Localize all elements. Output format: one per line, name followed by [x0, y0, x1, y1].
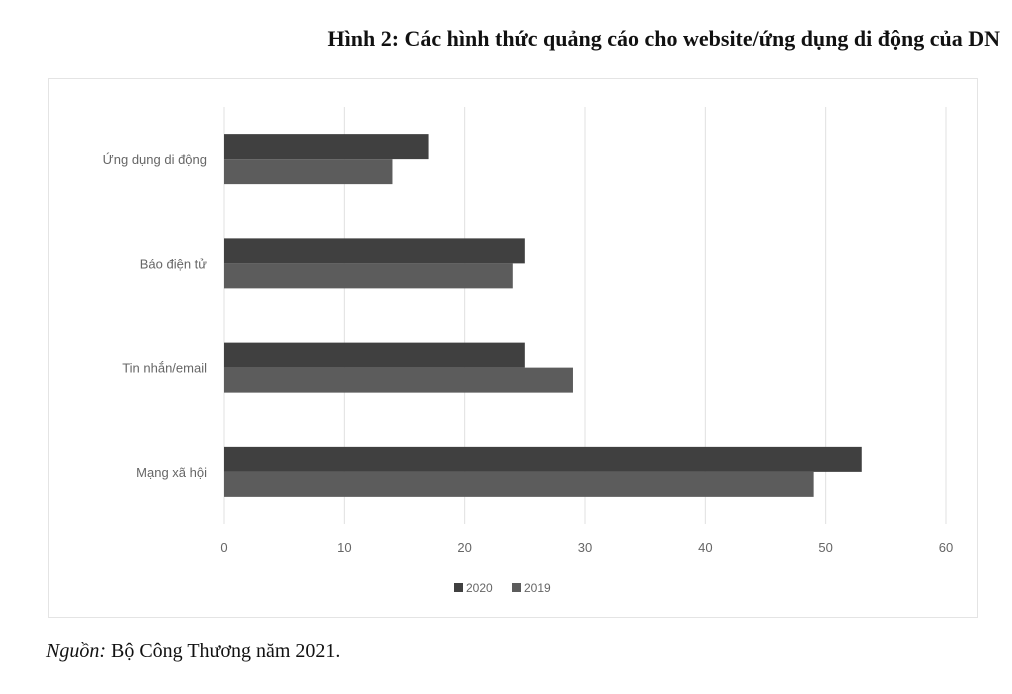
x-tick-label: 50: [818, 540, 832, 555]
source-note: Nguồn: Bộ Công Thương năm 2021.: [46, 640, 340, 663]
x-tick-label: 0: [220, 540, 227, 555]
legend-label-2020: 2020: [466, 581, 493, 595]
bar-chart: 0 10 20 30 40 50 60 Ứng dụng di động Báo điện tử…: [103, 107, 953, 595]
category-label: Tin nhắn/email: [122, 361, 207, 376]
x-tick-label: 30: [578, 540, 592, 555]
chart-panel: 0 10 20 30 40 50 60 Ứng dụng di động Báo điện tử…: [48, 78, 978, 618]
bar-2019-3: [224, 471, 814, 497]
source-text: Bộ Công Thương năm 2021.: [106, 640, 341, 662]
legend-label-2019: 2019: [524, 581, 551, 595]
legend-swatch-2019: [512, 583, 521, 592]
chart-title: Hình 2: Các hình thức quảng cáo cho webs…: [327, 26, 1001, 51]
bar-2019-1: [224, 263, 513, 289]
bar-2019-0: [224, 159, 393, 185]
category-label: Báo điện tử: [140, 256, 208, 271]
bar-2020-3: [224, 446, 862, 472]
source-label: Nguồn:: [46, 640, 106, 662]
x-tick-label: 10: [337, 540, 351, 555]
bar-2020-1: [224, 238, 525, 264]
x-tick-label: 60: [939, 540, 953, 555]
bar-2020-0: [224, 134, 429, 160]
legend-swatch-2020: [454, 583, 463, 592]
category-label: Mạng xã hội: [136, 465, 207, 480]
bar-2019-2: [224, 367, 573, 393]
x-tick-label: 40: [698, 540, 712, 555]
category-label: Ứng dụng di động: [103, 152, 207, 167]
bar-2020-2: [224, 342, 525, 368]
x-tick-label: 20: [457, 540, 471, 555]
